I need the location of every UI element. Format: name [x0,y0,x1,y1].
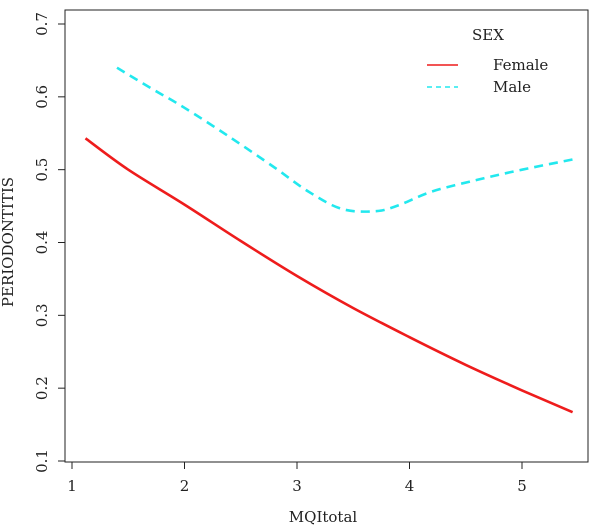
x-tick-label: 2 [180,477,190,495]
x-tick-label: 1 [67,477,77,495]
x-tick-label: 5 [517,477,527,495]
y-tick-label: 0.7 [33,12,51,36]
legend-label-male: Male [493,78,531,96]
x-axis: 1 2 3 4 5 [67,462,527,495]
series-layer [84,66,574,414]
plot-box [64,9,589,463]
series-line-female [84,137,574,414]
y-tick-label: 0.3 [33,303,51,327]
legend-title: SEX [472,26,504,44]
y-tick-label: 0.5 [33,158,51,182]
y-tick-label: 0.1 [33,449,51,473]
y-axis-title: PERIODONTITIS [0,177,17,307]
x-tick-label: 3 [292,477,302,495]
x-axis-title: MQItotal [289,508,358,526]
plot-frame [64,9,589,463]
x-tick-label: 4 [405,477,415,495]
y-tick-label: 0.2 [33,376,51,400]
y-axis: 0.1 0.2 0.3 0.4 0.5 0.6 0.7 [33,12,65,473]
y-tick-label: 0.6 [33,85,51,109]
legend-label-female: Female [493,56,548,74]
legend: SEX Female Male [427,26,548,96]
y-tick-label: 0.4 [33,231,51,255]
series-line-male [116,66,573,213]
